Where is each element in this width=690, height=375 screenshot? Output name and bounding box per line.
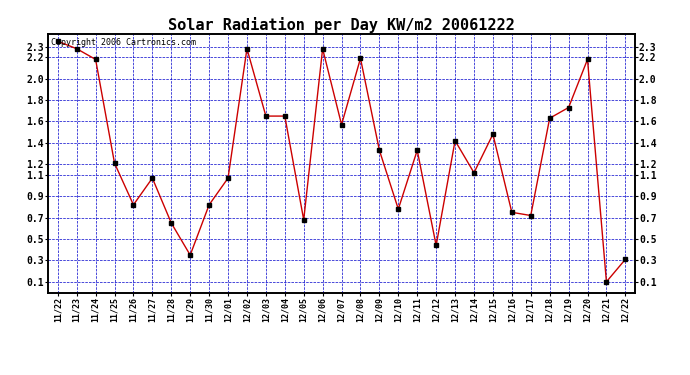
Text: Copyright 2006 Cartronics.com: Copyright 2006 Cartronics.com bbox=[51, 38, 196, 46]
Title: Solar Radiation per Day KW/m2 20061222: Solar Radiation per Day KW/m2 20061222 bbox=[168, 16, 515, 33]
